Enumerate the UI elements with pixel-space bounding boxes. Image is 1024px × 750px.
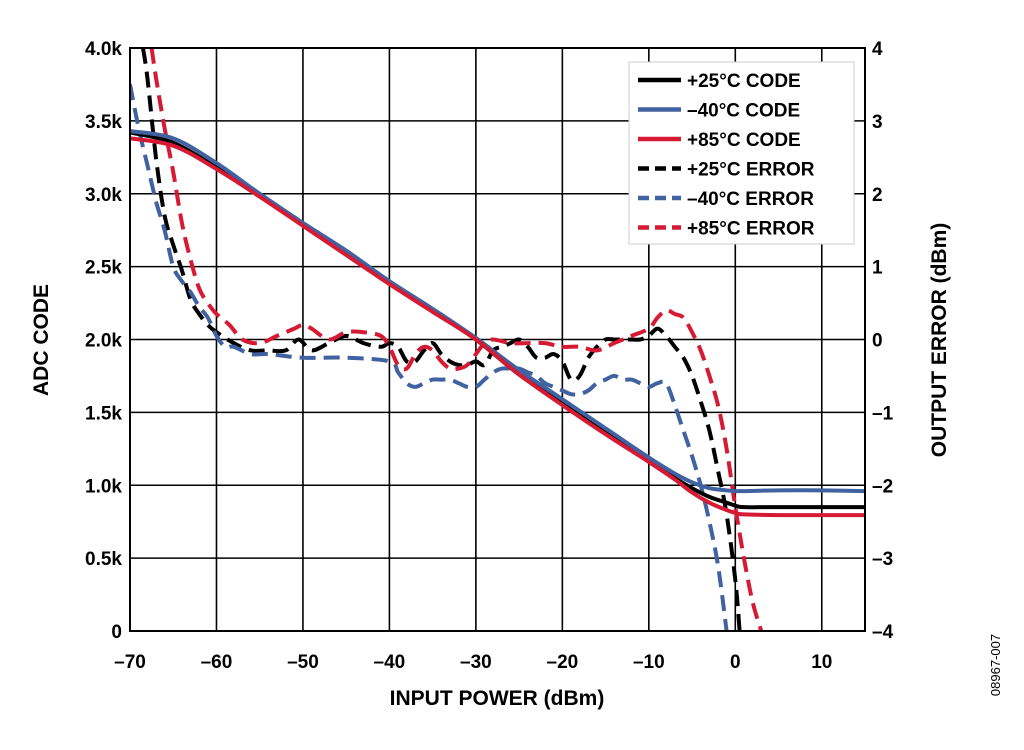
y-right-tick-label: 1 xyxy=(872,258,883,279)
series-layer xyxy=(130,48,865,631)
legend-label: –40°C ERROR xyxy=(687,189,814,210)
y-left-tick-label: 3.5k xyxy=(85,112,122,133)
y-left-axis-title: ADC CODE xyxy=(30,284,53,396)
legend-label: +25°C ERROR xyxy=(687,160,815,181)
x-tick-label: –70 xyxy=(114,652,146,673)
x-axis-title: INPUT POWER (dBm) xyxy=(390,687,605,710)
y-left-tick-label: 2.5k xyxy=(85,258,122,279)
y-right-tick-label: 0 xyxy=(872,331,883,352)
x-tick-label: –20 xyxy=(547,652,579,673)
legend-label: +85°C CODE xyxy=(687,130,801,151)
y-right-tick-labels: –4 –3 –2 –1 0 1 2 3 4 xyxy=(872,39,894,643)
y-right-tick-label: 2 xyxy=(872,185,883,206)
y-left-tick-label: 0 xyxy=(111,622,122,643)
y-right-tick-label: –3 xyxy=(872,549,893,570)
series-line-25-c-error xyxy=(141,48,742,631)
y-right-axis-title: OUTPUT ERROR (dBm) xyxy=(928,223,951,458)
legend-label: –40°C CODE xyxy=(687,101,800,122)
x-tick-label: 10 xyxy=(811,652,832,673)
x-tick-label: –40 xyxy=(374,652,406,673)
y-right-tick-label: –4 xyxy=(872,622,894,643)
x-tick-label: –30 xyxy=(460,652,492,673)
x-tick-label: –60 xyxy=(201,652,233,673)
y-left-tick-label: 3.0k xyxy=(85,185,122,206)
x-tick-label: –10 xyxy=(633,652,665,673)
y-left-tick-label: 4.0k xyxy=(85,39,122,60)
plot-frame xyxy=(129,47,866,632)
series-line-40-c-code xyxy=(130,129,865,494)
series-line-85-c-code xyxy=(130,136,865,518)
y-right-tick-label: 4 xyxy=(872,39,883,60)
y-left-tick-label: 1.0k xyxy=(85,476,122,497)
y-left-tick-label: 0.5k xyxy=(85,549,122,570)
y-right-tick-label: –1 xyxy=(872,403,894,424)
y-right-tick-label: –2 xyxy=(872,476,893,497)
series-line-85-c-error xyxy=(149,48,764,631)
y-right-tick-label: 3 xyxy=(872,112,883,133)
x-tick-label: 0 xyxy=(730,652,741,673)
y-left-tick-label: 2.0k xyxy=(85,331,122,352)
legend-label: +85°C ERROR xyxy=(687,219,815,240)
y-left-tick-labels: 0 0.5k 1.0k 1.5k 2.0k 2.5k 3.0k 3.5k 4.0k xyxy=(85,39,122,643)
legend-label: +25°C CODE xyxy=(687,71,801,92)
legend-box xyxy=(628,61,855,245)
figure-id: 08967-007 xyxy=(988,634,1003,696)
x-tick-label: –50 xyxy=(287,652,319,673)
legend: +25°C CODE –40°C CODE +85°C CODE +25°C ERRO… xyxy=(628,61,855,245)
x-tick-labels: –70 –60 –50 –40 –30 –20 –10 0 10 xyxy=(114,652,832,673)
series-line-40-c-error xyxy=(130,84,729,631)
y-left-tick-label: 1.5k xyxy=(85,403,122,424)
